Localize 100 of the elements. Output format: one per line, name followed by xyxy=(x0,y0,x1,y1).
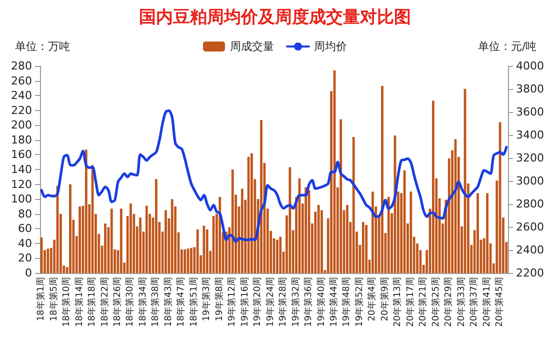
x-tick-label: 19年第44周 xyxy=(328,277,340,327)
y-tick-label: 0 xyxy=(25,266,32,280)
y2-tick-label: 2200 xyxy=(516,266,544,280)
x-tick-label: 20年第25周 xyxy=(430,277,442,327)
x-tick-label: 18年第5周 xyxy=(48,277,60,322)
y2-tick-label: 2800 xyxy=(516,198,544,210)
bar xyxy=(288,167,292,273)
bar xyxy=(362,222,364,273)
y-tick-label: 200 xyxy=(11,118,32,132)
y2-tick-label: 3000 xyxy=(516,174,544,188)
y2-tick-label: 2400 xyxy=(516,244,544,256)
x-tick-label: 19年第8周 xyxy=(214,277,225,322)
bar xyxy=(231,170,234,273)
x-tick-label: 18年第30周 xyxy=(124,277,136,327)
x-tick-label: 18年第26周 xyxy=(112,277,123,327)
bar xyxy=(206,229,208,273)
x-tick-label: 18年第1周 xyxy=(36,277,47,322)
bar xyxy=(155,179,158,273)
x-tick-label: 18年第14周 xyxy=(74,277,85,327)
x-tick-label: 18年第18周 xyxy=(86,277,98,327)
y-tick-label: 140 xyxy=(11,163,32,176)
bar xyxy=(110,208,113,273)
bar xyxy=(340,119,342,273)
x-tick-label: 18年第43周 xyxy=(162,277,174,327)
bar xyxy=(381,86,384,273)
bar xyxy=(40,238,43,273)
x-tick-label: 20年第13周 xyxy=(392,277,404,327)
bar xyxy=(410,192,412,273)
x-tick-label: 19年第12周 xyxy=(226,277,238,327)
bar xyxy=(432,100,434,273)
y-tick-label: 20 xyxy=(18,252,32,265)
bar xyxy=(352,136,355,273)
x-tick-label: 20年第37周 xyxy=(468,277,480,327)
x-tick-label: 18年第22周 xyxy=(99,277,110,327)
x-tick-label: 20年第21周 xyxy=(418,277,429,327)
x-tick-label: 19年第28周 xyxy=(278,277,289,327)
y-tick-label: 40 xyxy=(18,236,32,250)
x-tick-label: 19年第52周 xyxy=(354,277,365,327)
y-tick-label: 180 xyxy=(11,133,32,146)
x-tick-label: 19年第32周 xyxy=(290,277,302,327)
x-tick-label: 19年第48周 xyxy=(341,277,352,327)
bar xyxy=(346,204,348,273)
bar xyxy=(317,204,320,273)
x-tick-label: 18年第34周 xyxy=(137,277,148,327)
y-tick-label: 240 xyxy=(11,89,32,102)
bar xyxy=(69,184,72,273)
bar xyxy=(104,223,106,273)
bar xyxy=(387,196,390,273)
legend-label: 周成交量 xyxy=(230,40,274,53)
bar xyxy=(164,210,167,273)
x-tick-label: 19年第36周 xyxy=(303,277,314,327)
y-tick-label: 280 xyxy=(11,60,32,72)
y-tick-label: 100 xyxy=(11,192,32,206)
x-tick-label: 18年第51周 xyxy=(188,277,200,327)
x-tick-label: 20年第17周 xyxy=(404,277,416,327)
y-tick-label: 220 xyxy=(11,104,32,117)
y-tick-label: 80 xyxy=(18,207,32,220)
y2-tick-label: 3400 xyxy=(516,128,544,142)
y2-tick-label: 4000 xyxy=(516,60,544,72)
x-tick-label: 20年第9周 xyxy=(379,277,390,322)
x-tick-label: 20年第4周 xyxy=(366,277,378,322)
bar xyxy=(372,192,374,273)
bar xyxy=(276,240,278,273)
bar xyxy=(476,193,479,273)
x-tick-label: 18年第38周 xyxy=(150,277,162,327)
bar xyxy=(260,120,262,273)
bar xyxy=(78,206,81,273)
bar xyxy=(196,229,199,273)
line-series xyxy=(40,109,508,243)
y2-tick-label: 3600 xyxy=(516,106,544,118)
x-tick-label: 19年第16周 xyxy=(239,277,250,327)
bar xyxy=(184,249,186,273)
bar xyxy=(240,188,244,273)
bar xyxy=(304,187,308,273)
y-tick-label: 260 xyxy=(11,74,32,88)
x-tick-label: 18年第10周 xyxy=(61,277,72,327)
x-tick-label: 18年第47周 xyxy=(176,277,187,327)
x-tick-label: 20年第41周 xyxy=(481,277,492,327)
y2-tick-label: 3200 xyxy=(516,152,544,164)
bar xyxy=(139,218,142,273)
bar xyxy=(145,206,148,273)
y-axis-title: 单位：万吨 xyxy=(15,40,70,53)
bar xyxy=(120,208,122,273)
bar xyxy=(218,196,222,273)
bar xyxy=(279,236,282,273)
x-tick-label: 19年第3周 xyxy=(201,277,212,322)
bar xyxy=(170,199,174,273)
y2-tick-label: 3800 xyxy=(516,82,544,96)
bar xyxy=(190,248,192,273)
y2-axis-title: 单位：元/吨 xyxy=(478,40,537,53)
legend-label: 周均价 xyxy=(314,40,347,53)
bar xyxy=(130,204,132,273)
chart-title: 国内豆粕周均价及周度成交量对比图 xyxy=(139,8,411,28)
x-tick-label: 20年第29周 xyxy=(443,277,454,327)
x-tick-label: 20年第33周 xyxy=(456,277,467,327)
y-tick-label: 120 xyxy=(11,178,32,191)
y-tick-label: 160 xyxy=(11,148,32,162)
bar xyxy=(250,153,253,273)
y-tick-label: 60 xyxy=(18,222,32,236)
bar xyxy=(365,224,368,273)
